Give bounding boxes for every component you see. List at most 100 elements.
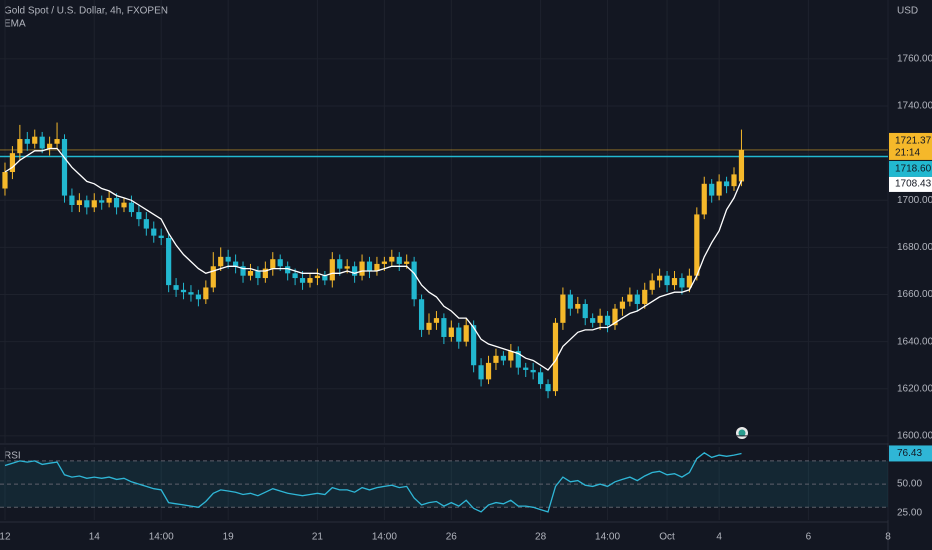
candle-body (500, 355, 507, 361)
candle-body (381, 261, 387, 264)
candle-body (270, 259, 276, 269)
rsi-line (4, 452, 742, 513)
candle-body (597, 315, 603, 323)
candle-body (225, 256, 231, 262)
candle-body (374, 263, 380, 271)
candle-body (545, 384, 551, 392)
price-line-box (889, 160, 932, 177)
candle-body (575, 303, 581, 309)
candle-body (61, 139, 68, 196)
candle-body (188, 292, 194, 295)
candle-body (552, 322, 559, 392)
candle-body (582, 303, 588, 319)
candle-body (738, 149, 745, 182)
rsi-value-box (889, 445, 932, 462)
candle-body (329, 259, 335, 281)
candle-body (195, 294, 201, 300)
candle-body (560, 294, 566, 323)
candle-body (426, 322, 432, 330)
last-price-label: 1721.37 (895, 136, 932, 147)
y-tick-label: 1760.00 (897, 54, 932, 65)
candle-body (359, 261, 365, 276)
candle-body (478, 365, 484, 380)
candle-body (709, 183, 715, 196)
y-tick-label: 25.00 (897, 508, 922, 519)
candle-body (723, 181, 730, 187)
y-tick-label: 1620.00 (897, 383, 932, 394)
candle-body (508, 351, 514, 361)
candle-body (232, 261, 239, 267)
candle-body (642, 289, 648, 304)
candle-body (322, 275, 328, 281)
candle-body (299, 278, 306, 283)
candle-body (240, 266, 246, 276)
x-tick-label: 19 (223, 532, 235, 543)
candle-body (2, 172, 8, 189)
x-tick-label: 6 (806, 532, 812, 543)
candle-body (91, 200, 97, 208)
candle-body (262, 268, 268, 279)
x-tick-label: 21 (312, 532, 324, 543)
candle-body (128, 202, 135, 213)
x-tick-label: 8 (885, 532, 891, 543)
candle-body (210, 266, 216, 288)
candle-body (32, 136, 38, 144)
price-line-label: 1718.60 (895, 164, 932, 175)
x-tick-label: 14 (89, 532, 101, 543)
candle-body (537, 372, 544, 385)
candle-body (456, 327, 462, 342)
candle-body (389, 256, 395, 262)
candle-body (612, 308, 618, 326)
candle-body (277, 259, 283, 267)
y-tick-label: 1680.00 (897, 242, 932, 253)
candle-body (590, 318, 596, 323)
candle-body (657, 275, 663, 281)
candle-body (337, 259, 343, 269)
rsi-value-label: 76.43 (897, 448, 922, 459)
candle-body (47, 143, 53, 149)
candle-body (84, 200, 90, 208)
candle-body (411, 261, 417, 300)
candle-body (106, 197, 112, 203)
candle-body (69, 195, 75, 206)
candle-body (471, 325, 477, 366)
candle-body (344, 266, 350, 269)
candle-body (463, 325, 469, 342)
candle-body (679, 278, 685, 288)
x-tick-label: 14:00 (149, 532, 174, 543)
candle-body (567, 294, 573, 309)
candle-body (619, 301, 626, 309)
ema-box (889, 176, 932, 192)
event-icon-dot[interactable] (738, 429, 746, 437)
candle-body (99, 200, 105, 203)
candle-body (366, 261, 373, 271)
x-tick-label: 4 (716, 532, 722, 543)
candle-body (530, 369, 536, 373)
candle-body (39, 136, 45, 149)
x-tick-label: 28 (535, 532, 547, 543)
last-price-box (889, 132, 932, 160)
indicator-name: EMA (4, 19, 26, 30)
candle-body (686, 275, 692, 288)
candle-body (404, 261, 410, 264)
candle-body (485, 362, 492, 380)
candle-body (113, 197, 120, 208)
x-tick-label: Oct (659, 532, 675, 543)
candle-body (396, 256, 402, 264)
y-tick-label: 1660.00 (897, 289, 932, 300)
ema-label: 1708.43 (895, 179, 932, 190)
candle-body (292, 273, 298, 279)
candle-body (664, 275, 670, 286)
ema-line (4, 147, 743, 371)
candle-body (24, 139, 30, 144)
x-tick-label: 12 (0, 532, 11, 543)
rsi-title: RSI (4, 451, 21, 462)
y-tick-label: 1700.00 (897, 195, 932, 206)
event-icon[interactable] (736, 427, 748, 439)
candle-body (523, 367, 529, 370)
candle-body (671, 278, 678, 286)
candle-body (604, 315, 611, 326)
x-tick-label: 14:00 (595, 532, 620, 543)
